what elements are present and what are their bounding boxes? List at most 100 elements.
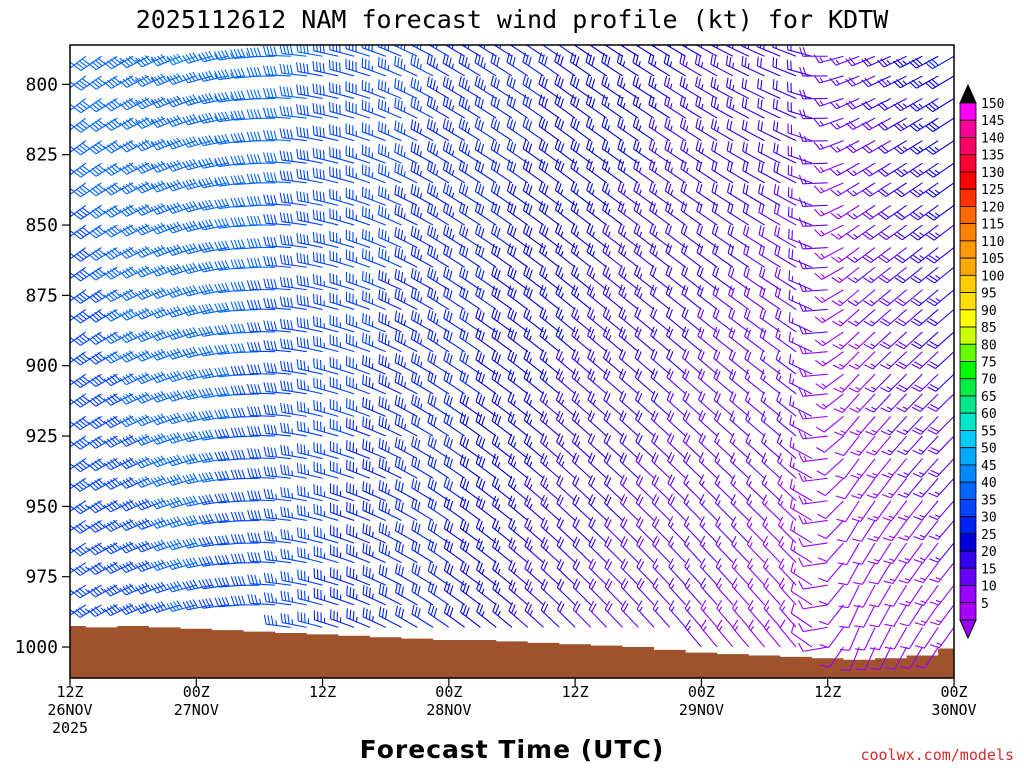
barb-full (430, 414, 434, 425)
barb-half (481, 588, 485, 594)
barb-full (160, 455, 168, 464)
barb-full (106, 312, 115, 320)
wind-barb (279, 212, 307, 226)
barb-full (253, 215, 258, 226)
barb-full (377, 79, 380, 89)
barb-full (160, 54, 168, 63)
barb-full (169, 372, 177, 381)
barb-shaft (80, 266, 102, 282)
wind-barb (329, 188, 355, 206)
barb-full (75, 211, 85, 218)
barb-full (45, 317, 53, 322)
barb-full (474, 117, 479, 128)
barb-full (283, 487, 287, 498)
barb-full (153, 225, 161, 234)
barb-full (141, 603, 149, 612)
barb-full (299, 169, 303, 179)
barb-full (443, 435, 448, 445)
barb-full (141, 76, 149, 84)
barb-full (283, 571, 287, 582)
barb-full (42, 320, 50, 325)
barb-shaft (218, 162, 244, 168)
barb-full (443, 603, 448, 613)
barb-full (198, 221, 204, 231)
barb-full (512, 311, 517, 322)
barb-shaft (95, 435, 118, 449)
barb-full (173, 497, 180, 507)
barb-full (97, 99, 106, 107)
barb-full (303, 380, 306, 390)
barb-half (198, 116, 202, 122)
wind-barb (313, 419, 339, 437)
barb-full (475, 392, 480, 402)
barb-half (54, 526, 58, 529)
wind-barb (166, 516, 197, 528)
barb-full (78, 377, 87, 385)
barb-full (157, 476, 164, 485)
barb-full (464, 205, 469, 216)
barb-full (141, 351, 149, 359)
wind-barb (312, 60, 339, 77)
barb-shaft (475, 294, 497, 310)
wind-barb (135, 116, 165, 130)
barb-half (435, 212, 439, 218)
barb-shaft (111, 97, 134, 112)
barb-full (91, 81, 100, 88)
barb-full (182, 391, 189, 400)
wind-barb (88, 247, 118, 261)
wind-barb (198, 578, 228, 590)
barb-half (198, 203, 202, 209)
barb-full (417, 501, 421, 512)
barb-shaft (187, 393, 213, 401)
wind-barb (42, 309, 71, 325)
barb-full (119, 144, 127, 153)
barb-full (410, 203, 414, 214)
barb-shaft (203, 162, 228, 169)
barb-full (94, 564, 102, 572)
wind-barb (426, 202, 450, 226)
barb-full (201, 579, 208, 589)
barb-full (141, 182, 149, 191)
barb-shaft (157, 162, 181, 173)
barb-full (312, 167, 315, 178)
barb-full (283, 507, 287, 517)
barb-full (478, 394, 483, 404)
barb-shaft (523, 232, 544, 249)
barb-half (291, 577, 294, 583)
barb-full (287, 507, 290, 518)
wind-barb (182, 473, 213, 485)
barb-full (509, 54, 513, 65)
barb-full (274, 467, 278, 477)
wind-barb (312, 231, 339, 249)
barb-half (275, 493, 278, 500)
barb-full (217, 219, 223, 229)
barb-full (48, 273, 56, 278)
barb-full (510, 581, 516, 592)
barb-half (420, 361, 423, 367)
wind-barb (394, 521, 418, 544)
barb-full (122, 417, 130, 426)
barb-full (462, 310, 466, 321)
barb-full (48, 315, 56, 320)
barb-full (270, 340, 274, 351)
barb-full (368, 568, 371, 578)
barb-full (433, 270, 437, 281)
barb-full (119, 587, 127, 596)
barb-full (510, 539, 516, 550)
barb-full (97, 225, 106, 233)
barb-shaft (459, 401, 481, 417)
barb-half (403, 255, 406, 261)
wind-barb (198, 261, 228, 273)
barb-full (160, 115, 168, 124)
barb-full (368, 315, 371, 326)
barb-shaft (427, 570, 450, 586)
barb-full (253, 299, 258, 310)
barb-full (496, 205, 501, 215)
barb-half (198, 181, 202, 187)
wind-barb (72, 519, 102, 534)
barb-half (291, 512, 294, 518)
barb-full (270, 298, 274, 309)
wind-barb (182, 200, 213, 213)
barb-shaft (95, 182, 118, 197)
barb-full (233, 239, 239, 250)
